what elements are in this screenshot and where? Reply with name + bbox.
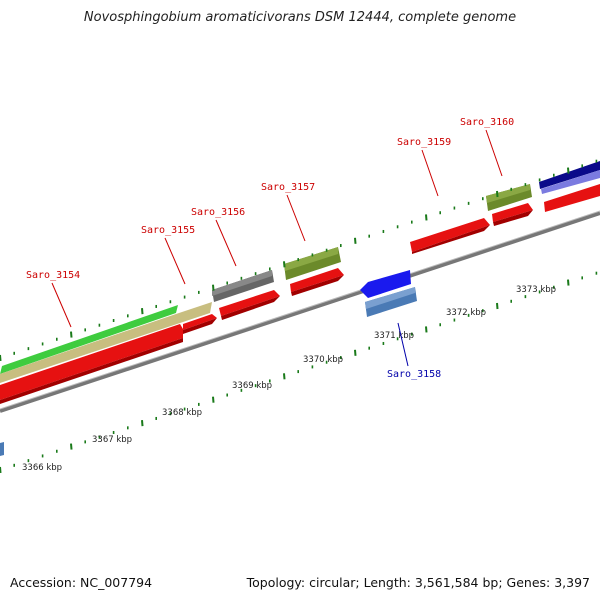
ruler-label: 3373 kbp bbox=[516, 285, 556, 295]
gene-feature-red-edge[interactable] bbox=[544, 184, 600, 212]
gene-leader-line bbox=[421, 149, 439, 197]
gene-feature-red-3157[interactable] bbox=[290, 268, 344, 292]
outer-tick-track bbox=[0, 159, 598, 362]
ruler-label: 3371 kbp bbox=[374, 331, 414, 341]
major-tick bbox=[567, 279, 570, 286]
topology-text: Topology: circular; Length: 3,561,584 bp… bbox=[246, 575, 590, 590]
major-tick bbox=[496, 302, 499, 310]
ruler-labels: 3366 kbp 3367 kbp 3368 kbp 3369 kbp 3370 kbp… bbox=[22, 285, 556, 473]
major-tick bbox=[141, 420, 144, 427]
major-tick bbox=[212, 284, 215, 291]
gene-leader-line bbox=[51, 282, 72, 328]
major-tick bbox=[283, 261, 286, 268]
gene-feature-tan[interactable] bbox=[0, 302, 212, 383]
gene-leader-line bbox=[485, 129, 503, 177]
major-tick bbox=[0, 354, 2, 362]
gene-feature-red-3160-shade[interactable] bbox=[493, 210, 533, 226]
major-tick bbox=[212, 396, 215, 403]
gene-leader-line bbox=[164, 237, 186, 285]
inner-tick-track bbox=[0, 271, 598, 474]
gene-feature-red-3156-shade[interactable] bbox=[221, 296, 280, 320]
gene-label[interactable]: Saro_3159 bbox=[397, 137, 451, 148]
major-tick bbox=[70, 443, 73, 450]
gene-feature-steelblue-3158-top[interactable] bbox=[365, 287, 415, 309]
genome-backbone-highlight bbox=[0, 210, 600, 410]
gene-feature-red-3155[interactable] bbox=[183, 314, 217, 330]
gene-label[interactable]: Saro_3156 bbox=[191, 207, 245, 218]
gene-feature-navy-edge[interactable] bbox=[539, 161, 600, 189]
gene-feature-red-long-shade[interactable] bbox=[0, 338, 183, 404]
major-tick bbox=[425, 214, 428, 221]
gene-feature-olive-3157-top[interactable] bbox=[284, 247, 338, 271]
gene-leader-line bbox=[397, 322, 409, 367]
major-tick bbox=[496, 190, 499, 198]
major-tick bbox=[354, 237, 357, 244]
gene-label[interactable]: Saro_3155 bbox=[141, 225, 195, 236]
gene-feature-red-3156[interactable] bbox=[219, 290, 280, 316]
gene-label[interactable]: Saro_3160 bbox=[460, 117, 514, 128]
gene-feature-blue-3158[interactable] bbox=[360, 270, 411, 298]
major-tick bbox=[70, 331, 73, 338]
gene-feature-red-3159[interactable] bbox=[410, 218, 490, 252]
ruler-label: 3367 kbp bbox=[92, 435, 132, 445]
major-tick bbox=[0, 466, 2, 474]
gene-feature-red-long[interactable] bbox=[0, 324, 183, 400]
gene-leader-line bbox=[286, 194, 306, 242]
genome-backbone bbox=[0, 211, 600, 413]
gene-leader-line bbox=[215, 219, 237, 267]
gene-feature-blue-left-edge[interactable] bbox=[0, 442, 4, 456]
major-tick bbox=[425, 326, 428, 333]
ruler-label: 3372 kbp bbox=[446, 308, 486, 318]
gene-feature-lavender-edge[interactable] bbox=[541, 170, 600, 194]
gene-feature-red-3160[interactable] bbox=[492, 203, 533, 222]
major-tick bbox=[141, 308, 144, 315]
gene-label[interactable]: Saro_3154 bbox=[26, 270, 80, 281]
gene-feature-gray-3156-top[interactable] bbox=[212, 270, 272, 296]
gene-feature-olive-3160-top[interactable] bbox=[486, 184, 530, 203]
feature-track bbox=[0, 161, 600, 456]
gene-feature-green[interactable] bbox=[0, 305, 178, 374]
major-tick bbox=[354, 349, 357, 356]
gene-labels: Saro_3154 Saro_3155 Saro_3156 Saro_3157 Saro… bbox=[26, 117, 514, 380]
gene-label[interactable]: Saro_3158 bbox=[387, 369, 441, 380]
gene-feature-red-3159-shade[interactable] bbox=[412, 225, 490, 254]
gene-feature-red-3157-shade[interactable] bbox=[291, 275, 344, 296]
ruler-label: 3369 kbp bbox=[232, 381, 272, 391]
ruler-label: 3368 kbp bbox=[162, 408, 202, 418]
page-title: Novosphingobium aromaticivorans DSM 1244… bbox=[83, 10, 517, 25]
major-tick bbox=[283, 373, 286, 380]
ruler-label: 3370 kbp bbox=[303, 355, 343, 365]
ruler-label: 3366 kbp bbox=[22, 463, 62, 473]
gene-label[interactable]: Saro_3157 bbox=[261, 182, 315, 193]
accession-text: Accession: NC_007794 bbox=[10, 575, 153, 590]
major-tick bbox=[567, 167, 570, 174]
gene-feature-red-3155-shade[interactable] bbox=[183, 318, 217, 334]
